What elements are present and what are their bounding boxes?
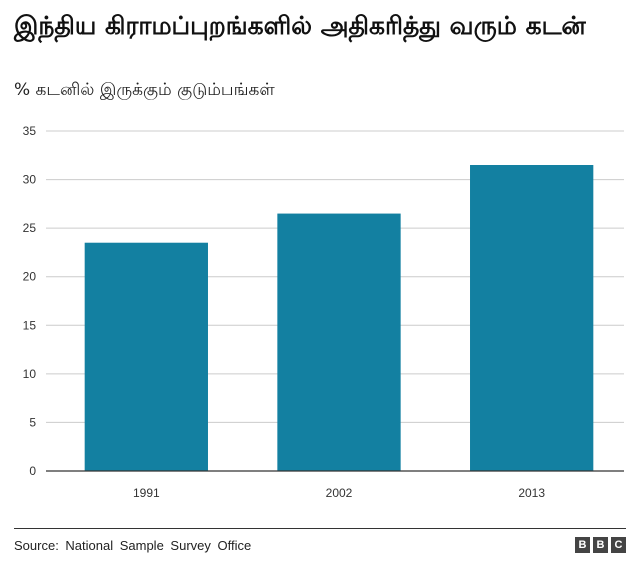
bar-2002: [277, 213, 401, 472]
bbc-logo: B B C: [575, 537, 626, 553]
y-tick-label: 20: [23, 270, 37, 284]
y-tick-label: 10: [23, 367, 37, 381]
bbc-logo-letter-1: B: [575, 537, 590, 553]
source-note: Source: National Sample Survey Office: [14, 538, 252, 553]
y-tick-label: 30: [23, 173, 37, 187]
y-tick-label: 35: [23, 124, 37, 138]
chart-title: இந்திய கிராமப்புறங்களில் அதிகரித்து வரும…: [14, 11, 586, 40]
bar-1991: [84, 242, 208, 471]
x-tick-label: 2002: [326, 486, 353, 500]
x-tick-label: 2013: [518, 486, 545, 500]
chart-subtitle: % கடனில் இருக்கும் குடும்பங்கள்: [14, 80, 275, 100]
y-tick-label: 5: [29, 415, 36, 429]
bbc-logo-letter-2: B: [593, 537, 608, 553]
bar-chart: 0 5 10 15 20 25 30 35 1991 2002 2013: [23, 124, 624, 500]
y-tick-label: 15: [23, 318, 37, 332]
bbc-logo-letter-3: C: [611, 537, 626, 553]
y-tick-label: 25: [23, 221, 37, 235]
footer-divider: [14, 528, 626, 529]
x-tick-label: 1991: [133, 486, 160, 500]
y-tick-label: 0: [29, 464, 36, 478]
bar-2013: [470, 165, 594, 471]
